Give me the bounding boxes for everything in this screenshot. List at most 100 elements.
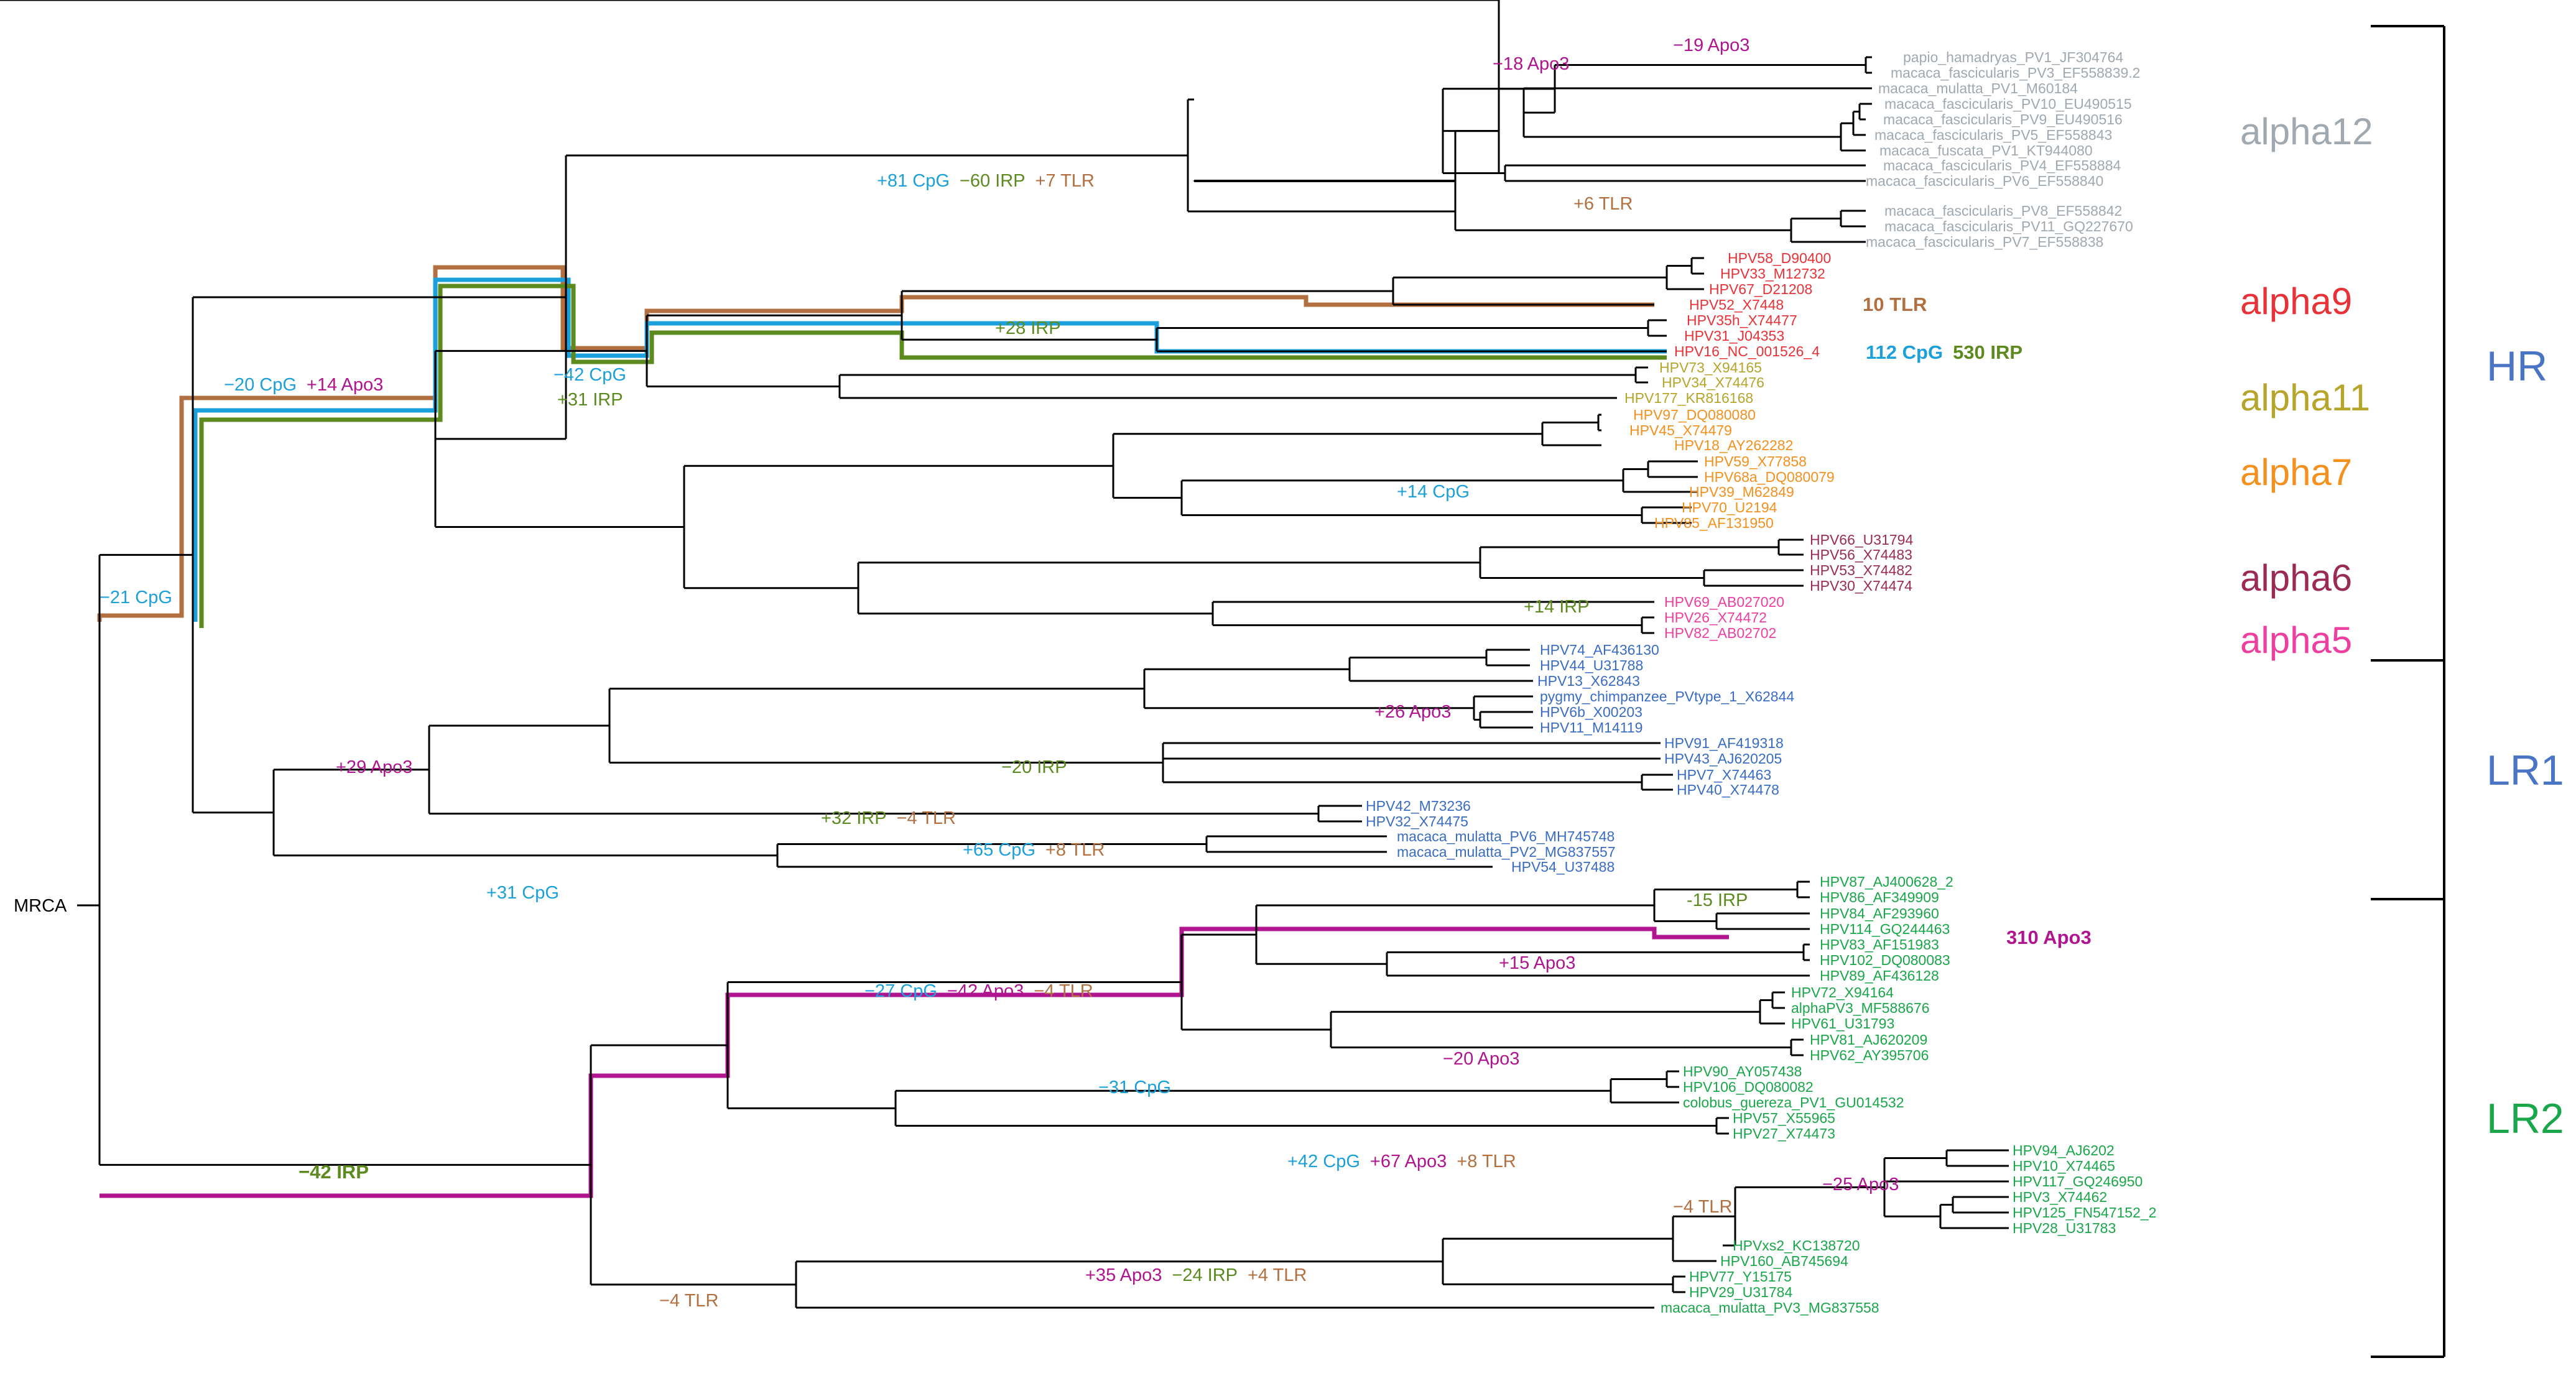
- annotation-a15: +29 Apo3: [336, 757, 412, 777]
- annotation-part-tlr: +4 TLR: [1248, 1265, 1307, 1285]
- group-label-hr: HR: [2486, 343, 2547, 390]
- annotation-part-tlr: +7 TLR: [1035, 171, 1094, 191]
- group-label-lr1: LR1: [2486, 747, 2564, 794]
- annotation-a3: +81 CpG −60 IRP +7 TLR: [877, 171, 1095, 191]
- leaf-label: HPV3_X74462: [2013, 1189, 2107, 1205]
- annotation-part-apo3: +26 Apo3: [1374, 702, 1451, 722]
- leaf-label: HPV73_X94165: [1659, 359, 1762, 376]
- annotation-a5: 10 TLR: [1863, 293, 1927, 315]
- leaf-label: macaca_fascicularis_PV7_EF558838: [1866, 234, 2103, 250]
- annotation-a17: +32 IRP −4 TLR: [821, 808, 956, 828]
- leaf-label: HPV52_X7448: [1689, 297, 1784, 313]
- annotation-a26: −42 IRP: [299, 1161, 369, 1183]
- leaf-label: HPV85_AF131950: [1654, 515, 1774, 531]
- annotation-part-apo3: −18 Apo3: [1493, 54, 1569, 74]
- annotation-part-apo3: +14 Apo3: [307, 375, 383, 395]
- group-label-lr2: LR2: [2486, 1095, 2564, 1142]
- hpv16-cpg-lineage-highlight: [193, 277, 1667, 622]
- annotation-a22: +15 Apo3: [1499, 953, 1575, 973]
- annotation-a11: +14 CpG: [1397, 482, 1470, 502]
- tree-branches: [0, 0, 2009, 1309]
- leaf-label: HPV59_X77858: [1704, 453, 1807, 469]
- leaf-label: HPV114_GQ244463: [1820, 921, 1950, 937]
- clade-label-alpha12: alpha12: [2240, 111, 2373, 152]
- clade-label-alpha6: alpha6: [2240, 557, 2352, 599]
- leaf-label: HPV117_GQ246950: [2013, 1173, 2143, 1190]
- clade-labels: alpha12 alpha9 alpha11 alpha7 alpha6 alpha5: [2240, 111, 2373, 661]
- annotation-a30: +35 Apo3 −24 IRP +4 TLR: [1085, 1265, 1307, 1285]
- annotation-part-tlr: −4 TLR: [1034, 981, 1093, 1001]
- leaf-label: macaca_mulatta_PV6_MH745748: [1397, 828, 1615, 844]
- clade-label-alpha5: alpha5: [2240, 619, 2352, 661]
- annotation-a1: −19 Apo3: [1673, 35, 1749, 55]
- annotation-part-cpg: −31 CpG: [1098, 1078, 1171, 1097]
- annotation-part-cpg: +42 CpG: [1287, 1152, 1360, 1171]
- leaf-label: HPV91_AF419318: [1664, 735, 1784, 751]
- annotation-part-irp: −60 IRP: [960, 171, 1026, 191]
- leaf-label: HPV82_AB02702: [1664, 625, 1776, 641]
- leaf-label: HPV106_DQ080082: [1683, 1079, 1814, 1095]
- leaf-label: macaca_mulatta_PV2_MG837557: [1397, 844, 1616, 860]
- annotation-a9: −42 CpG: [554, 365, 626, 385]
- annotation-a29: −4 TLR: [1673, 1197, 1732, 1217]
- annotation-part-tlr: 10 TLR: [1863, 293, 1927, 315]
- hpv52-lineage-highlight: [97, 265, 1654, 622]
- leaf-label: HPV45_X74479: [1629, 422, 1732, 438]
- leaf-label: pygmy_chimpanzee_PVtype_1_X62844: [1540, 688, 1794, 705]
- annotation-part-irp: −42 IRP: [299, 1161, 369, 1183]
- annotation-a18: +65 CpG +8 TLR: [963, 840, 1105, 860]
- leaf-label: HPV40_X74478: [1677, 782, 1779, 798]
- leaf-label: HPV26_X74472: [1664, 609, 1767, 626]
- annotation-a28: −25 Apo3: [1822, 1175, 1899, 1194]
- leaf-label: HPV56_X74483: [1810, 547, 1912, 563]
- annotation-a27: +42 CpG +67 Apo3 +8 TLR: [1287, 1152, 1516, 1171]
- annotation-part-tlr: −4 TLR: [1673, 1197, 1732, 1217]
- leaf-label: colobus_guereza_PV1_GU014532: [1683, 1094, 1904, 1111]
- leaf-label: HPV61_U31793: [1791, 1015, 1894, 1032]
- annotation-a10: +31 IRP: [557, 390, 623, 410]
- leaf-label: HPV7_X74463: [1677, 767, 1771, 783]
- leaf-label: HPVxs2_KC138720: [1733, 1237, 1860, 1254]
- annotation-part-cpg: −42 CpG: [554, 365, 626, 385]
- annotation-part-cpg: −27 CpG: [864, 981, 937, 1001]
- leaf-label: HPV16_NC_001526_4: [1674, 343, 1820, 359]
- leaf-label: macaca_mulatta_PV1_M60184: [1878, 80, 2078, 96]
- leaf-label: macaca_fascicularis_PV4_EF558884: [1883, 157, 2121, 173]
- annotation-part-irp: −24 IRP: [1172, 1265, 1238, 1285]
- leaf-label: macaca_fascicularis_PV10_EU490515: [1884, 96, 2132, 112]
- leaf-label: HPV33_M12732: [1720, 266, 1825, 282]
- leaf-label: macaca_fascicularis_PV5_EF558843: [1874, 127, 2112, 143]
- leaf-label: HPV70_U2194: [1682, 499, 1777, 515]
- annotation-a24: −20 Apo3: [1443, 1049, 1519, 1069]
- leaf-label: HPV84_AF293960: [1820, 905, 1939, 922]
- annotation-a16: −20 IRP: [1001, 757, 1067, 777]
- annotation-part-irp: +14 IRP: [1524, 597, 1590, 617]
- leaf-label: HPV57_X55965: [1733, 1110, 1835, 1126]
- annotation-part-cpg: +14 CpG: [1397, 482, 1470, 502]
- clade-label-alpha9: alpha9: [2240, 280, 2352, 322]
- annotation-a4: +6 TLR: [1573, 194, 1633, 214]
- leaf-label: HPV66_U31794: [1810, 532, 1913, 548]
- annotation-part-apo3: −20 Apo3: [1443, 1049, 1519, 1069]
- leaf-label: HPV6b_X00203: [1540, 704, 1642, 720]
- annotation-part-cpg: 112 CpG: [1866, 341, 1943, 363]
- annotation-part-irp: -15 IRP: [1687, 890, 1748, 910]
- leaf-label: HPV11_M14119: [1540, 719, 1642, 736]
- annotation-part-apo3: 310 Apo3: [2006, 926, 2092, 948]
- annotation-part-irp: −20 IRP: [1001, 757, 1067, 777]
- annotation-part-cpg: −20 CpG: [224, 375, 297, 395]
- leaf-label: HPV27_X74473: [1733, 1125, 1835, 1142]
- leaf-label: macaca_fascicularis_PV8_EF558842: [1884, 203, 2122, 219]
- annotation-a19: +31 CpG: [486, 883, 559, 903]
- annotation-a23: −27 CpG −42 Apo3 −4 TLR: [864, 981, 1093, 1001]
- annotation-part-tlr: +6 TLR: [1573, 194, 1633, 214]
- leaf-label: HPV69_AB027020: [1664, 594, 1784, 610]
- annotation-part-tlr: +8 TLR: [1045, 840, 1105, 860]
- leaf-label: macaca_fuscata_PV1_KT944080: [1879, 142, 2093, 159]
- group-brackets: HR LR1 LR2: [2371, 25, 2564, 1358]
- leaf-label: HPV102_DQ080083: [1820, 952, 1950, 968]
- leaf-label: HPV53_X74482: [1810, 562, 1912, 578]
- leaf-label: papio_hamadryas_PV1_JF304764: [1903, 49, 2123, 65]
- leaf-label: HPV54_U37488: [1511, 859, 1615, 875]
